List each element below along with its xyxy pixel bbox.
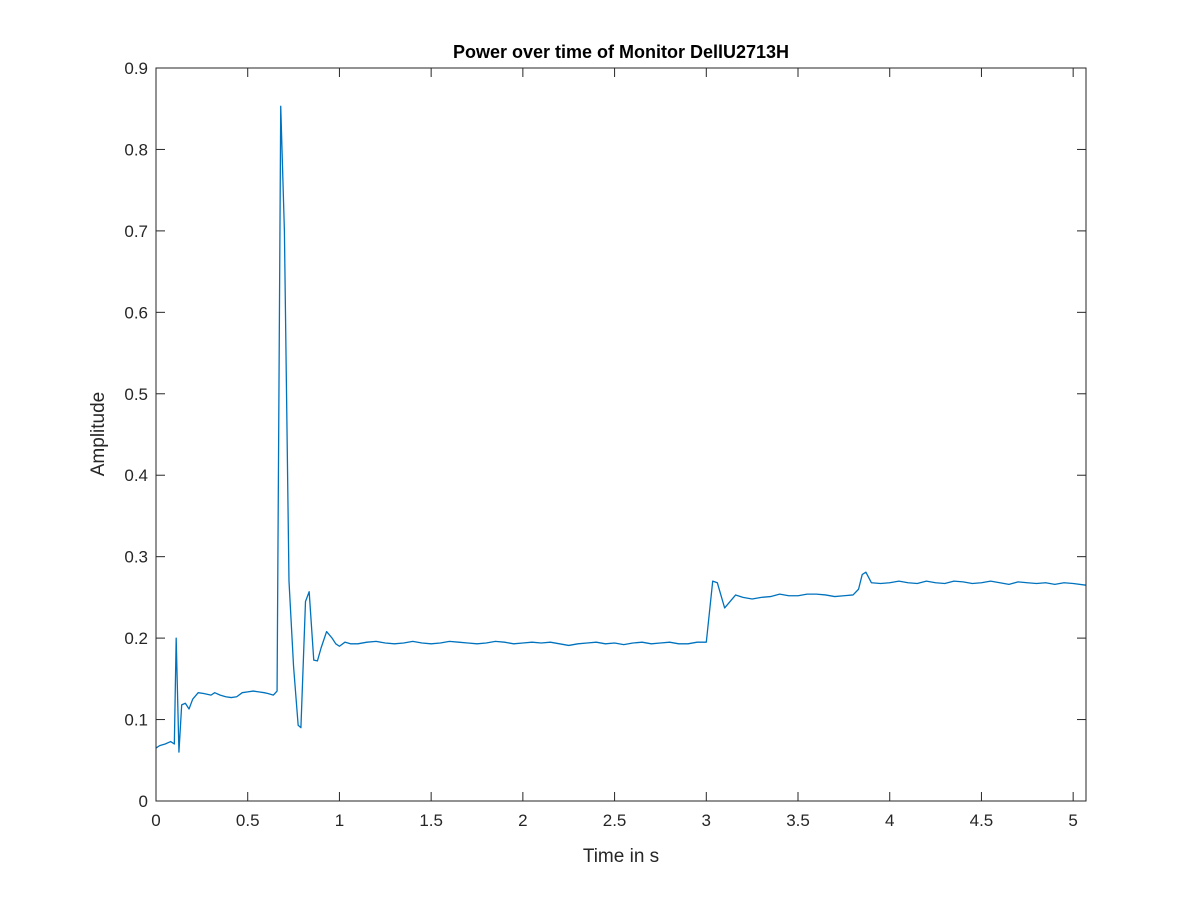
x-tick-label: 1 — [335, 811, 344, 830]
x-tick-label: 3.5 — [786, 811, 810, 830]
axes-background — [156, 68, 1086, 801]
ticks-group — [155, 67, 1086, 802]
y-tick-label: 0.7 — [124, 222, 148, 241]
y-tick-label: 0.9 — [124, 59, 148, 78]
y-tick-label: 0.6 — [124, 303, 148, 322]
y-tick-label: 0.2 — [124, 629, 148, 648]
series-group — [155, 105, 1087, 753]
y-tick-label: 0.5 — [124, 385, 148, 404]
x-tick-label: 2 — [518, 811, 527, 830]
plot-area — [155, 67, 1087, 802]
series-line-1 — [155, 105, 1087, 753]
y-tick-label: 0.4 — [124, 466, 148, 485]
chart-title: Power over time of Monitor DellU2713H — [453, 42, 789, 62]
y-tick-label: 0.1 — [124, 711, 148, 730]
axes-box — [155, 67, 1087, 802]
y-tick-label: 0 — [139, 792, 148, 811]
x-tick-labels: 0 0.5 1 1.5 2 2.5 3 3.5 4 4.5 5 — [151, 811, 1078, 830]
x-tick-label: 1.5 — [419, 811, 443, 830]
y-tick-label: 0.8 — [124, 140, 148, 159]
x-tick-label: 4 — [885, 811, 894, 830]
x-tick-label: 0.5 — [236, 811, 260, 830]
x-axis-label: Time in s — [583, 846, 659, 867]
y-tick-label: 0.3 — [124, 548, 148, 567]
y-axis-label: Amplitude — [88, 392, 109, 477]
x-tick-label: 2.5 — [603, 811, 627, 830]
x-tick-label: 4.5 — [970, 811, 994, 830]
y-tick-labels: 0 0.1 0.2 0.3 0.4 0.5 0.6 0.7 0.8 0.9 — [124, 59, 148, 811]
x-tick-label: 0 — [151, 811, 160, 830]
x-tick-label: 5 — [1068, 811, 1077, 830]
x-tick-label: 3 — [702, 811, 711, 830]
